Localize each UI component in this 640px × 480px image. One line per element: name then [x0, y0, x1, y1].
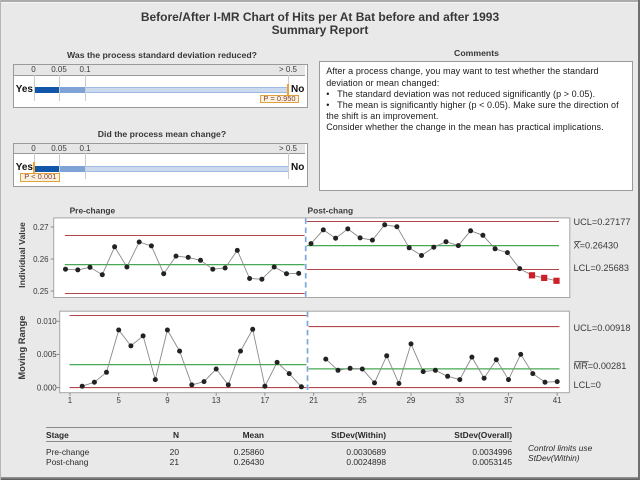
svg-text:1: 1: [68, 396, 72, 405]
svg-text:33: 33: [455, 396, 464, 405]
svg-text:UCL=0.00918: UCL=0.00918: [574, 323, 631, 333]
svg-text:Post-chang: Post-chang: [308, 206, 354, 216]
svg-text:Moving Range: Moving Range: [16, 316, 27, 380]
svg-text:0.25: 0.25: [33, 287, 49, 296]
svg-text:Individual Value: Individual Value: [17, 222, 27, 288]
svg-text:MR=0.00281: MR=0.00281: [574, 361, 627, 371]
svg-text:LCL=0: LCL=0: [574, 380, 601, 390]
svg-text:25: 25: [358, 396, 367, 405]
svg-text:17: 17: [261, 396, 270, 405]
svg-text:21: 21: [309, 396, 318, 405]
svg-text:37: 37: [504, 396, 513, 405]
svg-text:0.26: 0.26: [33, 255, 49, 264]
svg-text:0.010: 0.010: [37, 317, 57, 326]
svg-text:9: 9: [165, 396, 170, 405]
svg-text:UCL=0.27177: UCL=0.27177: [574, 217, 631, 227]
svg-text:0.27: 0.27: [33, 223, 48, 232]
svg-text:13: 13: [212, 396, 221, 405]
svg-text:Pre-change: Pre-change: [70, 206, 116, 216]
svg-text:5: 5: [117, 396, 122, 405]
svg-text:0.005: 0.005: [37, 350, 57, 359]
svg-text:LCL=0.25683: LCL=0.25683: [574, 263, 629, 273]
svg-text:X=0.26430: X=0.26430: [574, 241, 619, 251]
svg-text:0.000: 0.000: [37, 383, 57, 392]
svg-text:29: 29: [407, 396, 416, 405]
svg-text:41: 41: [553, 396, 562, 405]
